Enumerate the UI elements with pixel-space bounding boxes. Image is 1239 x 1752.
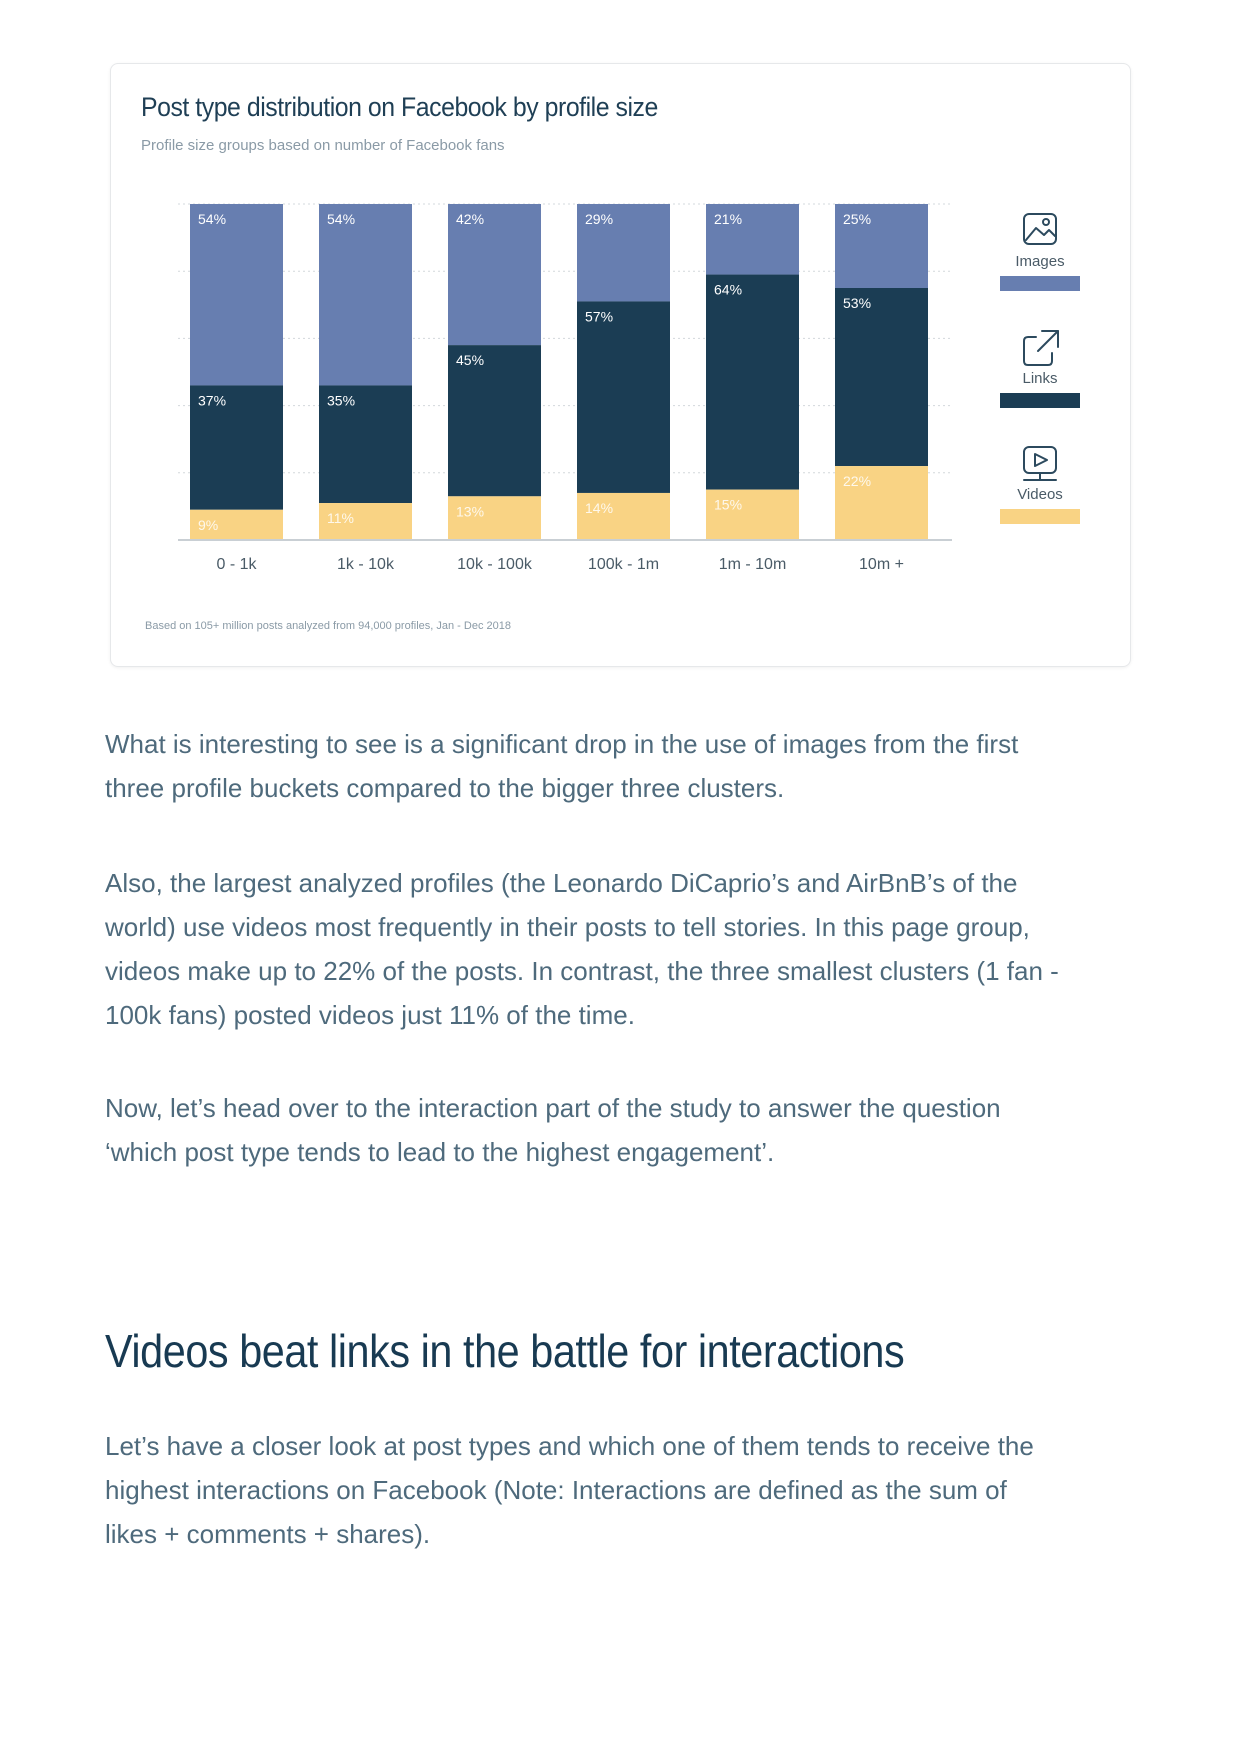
legend-label-images: Images: [1015, 253, 1064, 270]
paragraph-3-line-1: Now, let’s head over to the interaction …: [105, 1093, 1001, 1123]
stacked-bar-chart: 54% 37% 9% 0 - 1k 54% 35% 11% 1k - 10k 42% 45% 13%…: [178, 203, 1080, 573]
external-link-icon: [1023, 330, 1059, 366]
paragraph-2-line-1: Also, the largest analyzed profiles (the…: [105, 868, 1018, 898]
data-label: 45%: [456, 352, 484, 368]
section-heading: Videos beat links in the battle for inte…: [105, 1325, 905, 1377]
data-label: 35%: [327, 392, 355, 408]
bar-images: [448, 204, 541, 346]
paragraph-4-line-1: Let’s have a closer look at post types a…: [105, 1431, 1034, 1461]
data-label: 57%: [585, 308, 613, 324]
bar-links: [190, 385, 283, 510]
paragraph-2-line-3: videos make up to 22% of the posts. In c…: [105, 956, 1059, 986]
paragraph-4-line-2: highest interactions on Facebook (Note: …: [105, 1475, 1007, 1505]
bar-images: [577, 204, 670, 302]
bar-videos: [448, 496, 541, 540]
data-label: 9%: [198, 517, 218, 533]
paragraph-3-line-2: ‘which post type tends to lead to the hi…: [105, 1137, 775, 1167]
legend-label-links: Links: [1022, 370, 1057, 387]
bar-videos: [190, 509, 283, 540]
bar-images: [706, 204, 799, 275]
chart-footnote: Based on 105+ million posts analyzed fro…: [145, 620, 511, 632]
data-label: 14%: [585, 500, 613, 516]
bar-videos: [577, 492, 670, 540]
chart-subtitle: Profile size groups based on number of F…: [141, 137, 505, 154]
bar-videos: [706, 489, 799, 540]
data-label: 13%: [456, 503, 484, 519]
data-label: 15%: [714, 497, 742, 513]
x-tick-label: 0 - 1k: [216, 556, 257, 573]
image-icon: [1023, 213, 1057, 245]
data-label: 11%: [327, 510, 354, 526]
data-label: 21%: [714, 211, 742, 227]
x-tick-label: 10m +: [859, 556, 904, 573]
legend-label-videos: Videos: [1017, 486, 1063, 503]
data-label: 22%: [843, 473, 871, 489]
bar-links: [577, 301, 670, 493]
bar-links: [706, 274, 799, 490]
data-label: 54%: [327, 211, 355, 227]
bar-links: [835, 288, 928, 467]
data-label: 42%: [456, 211, 484, 227]
bar-videos: [835, 466, 928, 540]
paragraph-1-line-1: What is interesting to see is a signific…: [105, 729, 1019, 759]
play-icon: [1023, 446, 1057, 481]
bar-images: [319, 204, 412, 386]
data-label: 64%: [714, 282, 742, 298]
bar-images: [835, 204, 928, 288]
chart-title: Post type distribution on Facebook by pr…: [141, 92, 658, 122]
data-label: 53%: [843, 295, 871, 311]
bar-links: [448, 345, 541, 497]
paragraph-4: Let’s have a closer look at post types a…: [105, 1424, 1145, 1556]
paragraph-3: Now, let’s head over to the interaction …: [105, 1086, 1145, 1174]
data-label: 25%: [843, 211, 871, 227]
bar-videos: [319, 503, 412, 540]
bar-links: [319, 385, 412, 504]
paragraph-2: Also, the largest analyzed profiles (the…: [105, 861, 1145, 1037]
data-label: 54%: [198, 211, 226, 227]
paragraph-1-line-2: three profile buckets compared to the bi…: [105, 773, 785, 803]
legend-swatch-videos: [1000, 509, 1080, 524]
data-label: 37%: [198, 392, 226, 408]
x-tick-label: 100k - 1m: [588, 556, 659, 573]
x-tick-label: 1m - 10m: [719, 556, 787, 573]
paragraph-2-line-2: world) use videos most frequently in the…: [105, 912, 1030, 942]
paragraph-1: What is interesting to see is a signific…: [105, 722, 1145, 810]
paragraph-2-line-4: 100k fans) posted videos just 11% of the…: [105, 1000, 635, 1030]
paragraph-4-line-3: likes + comments + shares).: [105, 1519, 431, 1549]
legend-swatch-links: [1000, 393, 1080, 408]
x-tick-label: 1k - 10k: [337, 556, 395, 573]
bar-images: [190, 204, 283, 386]
legend-swatch-images: [1000, 276, 1080, 291]
x-tick-label: 10k - 100k: [457, 556, 533, 573]
data-label: 29%: [585, 211, 613, 227]
